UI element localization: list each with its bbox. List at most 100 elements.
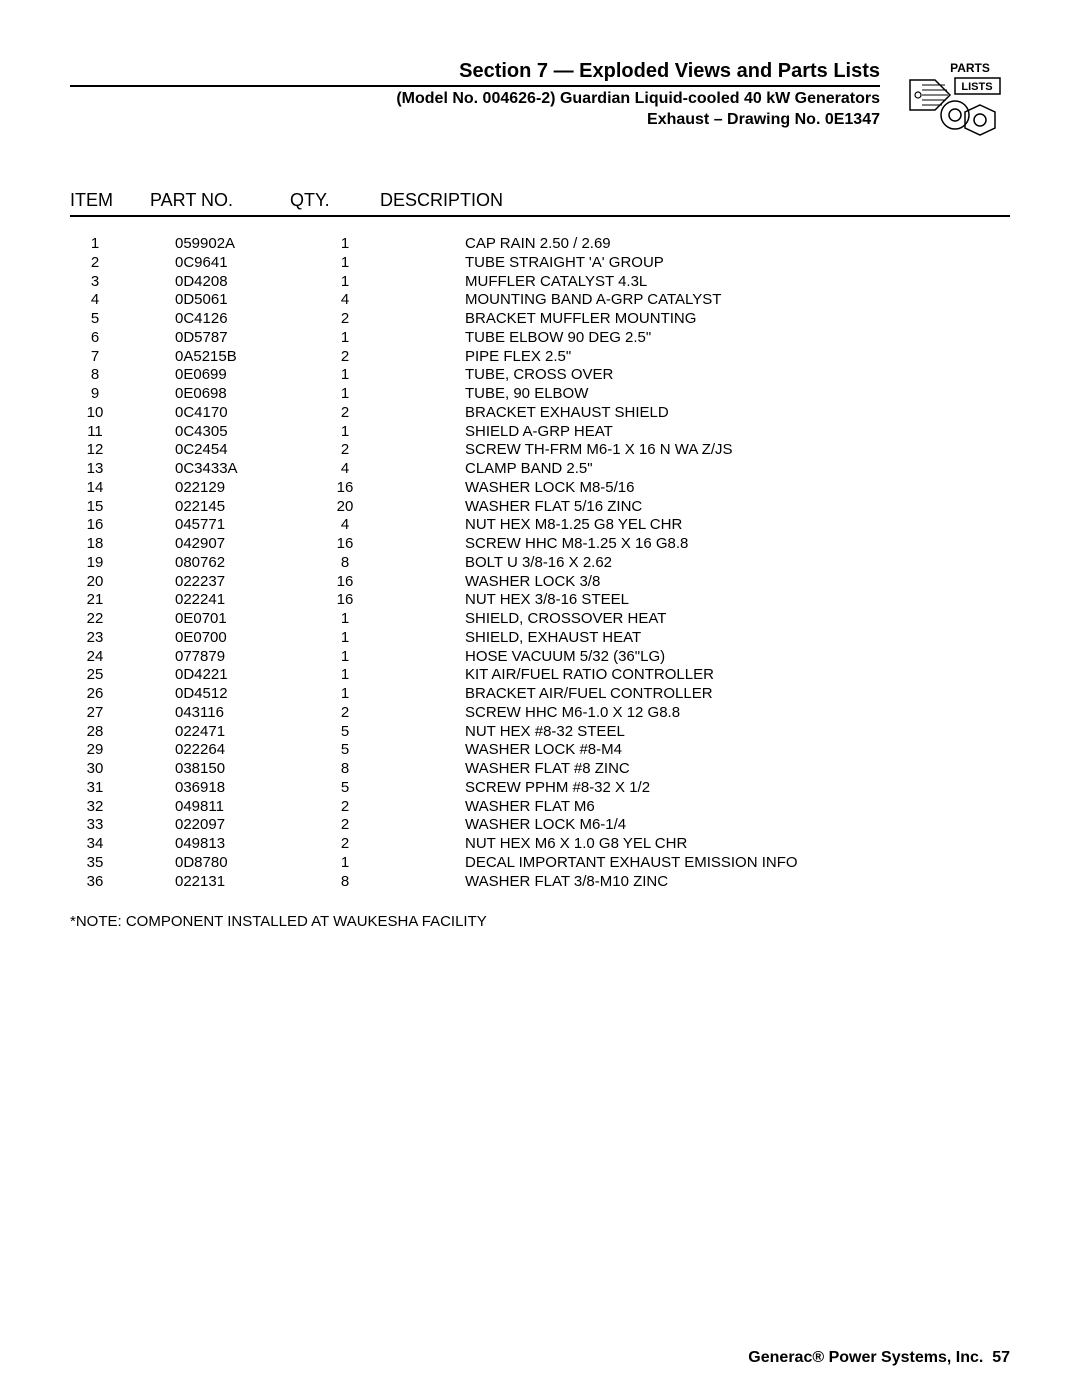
cell-desc: HOSE VACUUM 5/32 (36"LG) — [405, 648, 1010, 667]
cell-qty: 20 — [315, 498, 405, 517]
cell-qty: 1 — [315, 329, 405, 348]
cell-qty: 1 — [315, 648, 405, 667]
cell-desc: DECAL IMPORTANT EXHAUST EMISSION INFO — [405, 854, 1010, 873]
cell-desc: WASHER FLAT 5/16 ZINC — [405, 498, 1010, 517]
table-row: 100C41702BRACKET EXHAUST SHIELD — [70, 404, 1010, 423]
cell-part: 0D4208 — [150, 273, 315, 292]
table-row: 320498112WASHER FLAT M6 — [70, 798, 1010, 817]
table-row: 2002223716WASHER LOCK 3/8 — [70, 573, 1010, 592]
cell-desc: MOUNTING BAND A-GRP CATALYST — [405, 291, 1010, 310]
cell-part: 049811 — [150, 798, 315, 817]
cell-desc: BRACKET MUFFLER MOUNTING — [405, 310, 1010, 329]
cell-item: 3 — [70, 273, 150, 292]
cell-qty: 2 — [315, 704, 405, 723]
table-row: 1402212916WASHER LOCK M8-5/16 — [70, 479, 1010, 498]
cell-part: 0C4305 — [150, 423, 315, 442]
cell-part: 049813 — [150, 835, 315, 854]
page-header: Section 7 — Exploded Views and Parts Lis… — [70, 60, 1010, 140]
table-row: 160457714NUT HEX M8-1.25 G8 YEL CHR — [70, 516, 1010, 535]
cell-item: 20 — [70, 573, 150, 592]
cell-desc: WASHER LOCK M6-1/4 — [405, 816, 1010, 835]
cell-desc: BRACKET AIR/FUEL CONTROLLER — [405, 685, 1010, 704]
cell-item: 12 — [70, 441, 150, 460]
cell-item: 13 — [70, 460, 150, 479]
logo-text-top: PARTS — [950, 61, 990, 75]
cell-part: 022241 — [150, 591, 315, 610]
cell-desc: TUBE STRAIGHT 'A' GROUP — [405, 254, 1010, 273]
cell-desc: BRACKET EXHAUST SHIELD — [405, 404, 1010, 423]
cell-item: 18 — [70, 535, 150, 554]
parts-table: ITEM PART NO. QTY. DESCRIPTION 1059902A1… — [70, 190, 1010, 891]
table-row: 280224715NUT HEX #8-32 STEEL — [70, 723, 1010, 742]
table-row: 50C41262BRACKET MUFFLER MOUNTING — [70, 310, 1010, 329]
footnote: *NOTE: COMPONENT INSTALLED AT WAUKESHA F… — [70, 913, 1010, 930]
table-row: 220E07011SHIELD, CROSSOVER HEAT — [70, 610, 1010, 629]
cell-qty: 1 — [315, 385, 405, 404]
cell-item: 26 — [70, 685, 150, 704]
table-header-row: ITEM PART NO. QTY. DESCRIPTION — [70, 190, 1010, 217]
table-body: 1059902A1CAP RAIN 2.50 / 2.6920C96411TUB… — [70, 235, 1010, 891]
table-row: 360221318WASHER FLAT 3/8-M10 ZINC — [70, 873, 1010, 892]
cell-part: 045771 — [150, 516, 315, 535]
cell-item: 19 — [70, 554, 150, 573]
cell-item: 15 — [70, 498, 150, 517]
cell-qty: 2 — [315, 404, 405, 423]
table-row: 260D45121BRACKET AIR/FUEL CONTROLLER — [70, 685, 1010, 704]
cell-item: 11 — [70, 423, 150, 442]
cell-item: 1 — [70, 235, 150, 254]
cell-part: 022471 — [150, 723, 315, 742]
table-row: 250D42211KIT AIR/FUEL RATIO CONTROLLER — [70, 666, 1010, 685]
cell-qty: 1 — [315, 854, 405, 873]
cell-qty: 8 — [315, 760, 405, 779]
cell-part: 0D8780 — [150, 854, 315, 873]
cell-desc: WASHER FLAT 3/8-M10 ZINC — [405, 873, 1010, 892]
cell-item: 2 — [70, 254, 150, 273]
table-row: 290222645WASHER LOCK #8-M4 — [70, 741, 1010, 760]
cell-desc: NUT HEX M6 X 1.0 G8 YEL CHR — [405, 835, 1010, 854]
cell-qty: 2 — [315, 348, 405, 367]
table-row: 1502214520WASHER FLAT 5/16 ZINC — [70, 498, 1010, 517]
cell-part: 0E0699 — [150, 366, 315, 385]
logo-text-bottom: LISTS — [961, 81, 992, 93]
table-row: 350D87801DECAL IMPORTANT EXHAUST EMISSIO… — [70, 854, 1010, 873]
cell-qty: 2 — [315, 816, 405, 835]
cell-part: 022097 — [150, 816, 315, 835]
cell-item: 24 — [70, 648, 150, 667]
cell-item: 30 — [70, 760, 150, 779]
cell-part: 077879 — [150, 648, 315, 667]
page-footer: Generac® Power Systems, Inc. 57 — [748, 1349, 1010, 1367]
table-row: 70A5215B2PIPE FLEX 2.5" — [70, 348, 1010, 367]
cell-part: 0C2454 — [150, 441, 315, 460]
cell-qty: 1 — [315, 666, 405, 685]
cell-desc: SHIELD, CROSSOVER HEAT — [405, 610, 1010, 629]
table-row: 120C24542SCREW TH-FRM M6-1 X 16 N WA Z/J… — [70, 441, 1010, 460]
cell-qty: 1 — [315, 366, 405, 385]
cell-item: 10 — [70, 404, 150, 423]
col-header-qty: QTY. — [290, 190, 380, 211]
cell-qty: 16 — [315, 535, 405, 554]
cell-qty: 1 — [315, 685, 405, 704]
subtitle-line-2: Exhaust – Drawing No. 0E1347 — [70, 110, 880, 131]
cell-desc: TUBE ELBOW 90 DEG 2.5" — [405, 329, 1010, 348]
cell-item: 31 — [70, 779, 150, 798]
cell-item: 8 — [70, 366, 150, 385]
cell-desc: NUT HEX #8-32 STEEL — [405, 723, 1010, 742]
cell-desc: SCREW HHC M8-1.25 X 16 G8.8 — [405, 535, 1010, 554]
cell-item: 28 — [70, 723, 150, 742]
cell-qty: 2 — [315, 835, 405, 854]
parts-lists-logo: PARTS LISTS — [900, 60, 1010, 140]
table-row: 60D57871TUBE ELBOW 90 DEG 2.5" — [70, 329, 1010, 348]
cell-item: 36 — [70, 873, 150, 892]
cell-desc: SCREW HHC M6-1.0 X 12 G8.8 — [405, 704, 1010, 723]
cell-qty: 5 — [315, 741, 405, 760]
cell-part: 0D5787 — [150, 329, 315, 348]
cell-qty: 1 — [315, 254, 405, 273]
table-row: 80E06991TUBE, CROSS OVER — [70, 366, 1010, 385]
cell-item: 9 — [70, 385, 150, 404]
cell-item: 16 — [70, 516, 150, 535]
footer-company: Generac® Power Systems, Inc. — [748, 1349, 983, 1366]
cell-qty: 1 — [315, 629, 405, 648]
cell-qty: 1 — [315, 273, 405, 292]
cell-qty: 16 — [315, 591, 405, 610]
cell-item: 7 — [70, 348, 150, 367]
